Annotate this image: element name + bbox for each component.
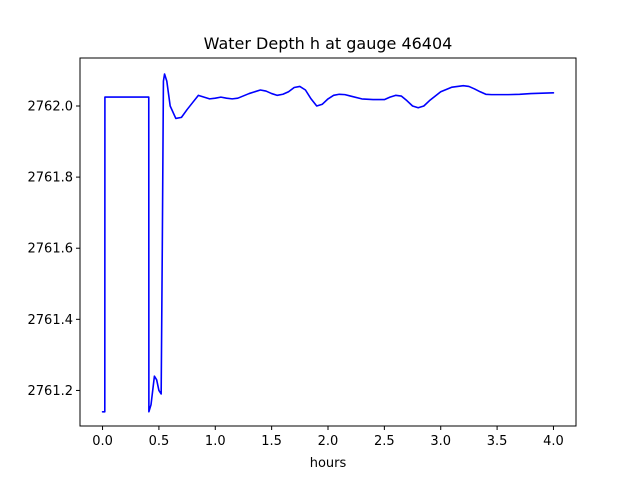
x-axis-ticks: 0.0 0.5 1.0 1.5 2.0 2.5 3.0 3.5 4.0: [92, 426, 564, 449]
x-tick-label: 4.0: [543, 434, 564, 449]
y-axis-ticks: 2761.2 2761.4 2761.6 2761.8 2762.0: [28, 100, 80, 399]
water-depth-line: [101, 73, 555, 413]
x-tick-label: 2.5: [374, 434, 395, 449]
x-tick-label: 2.0: [318, 434, 339, 449]
y-tick-label: 2761.8: [28, 171, 74, 186]
x-tick-label: 1.0: [205, 434, 226, 449]
x-tick-label: 3.0: [430, 434, 451, 449]
x-tick-label: 0.5: [149, 434, 170, 449]
y-tick-label: 2761.6: [28, 242, 74, 257]
x-tick-label: 3.5: [487, 434, 508, 449]
y-tick-label: 2761.2: [28, 384, 74, 399]
x-tick-label: 1.5: [261, 434, 282, 449]
y-tick-label: 2762.0: [28, 100, 74, 115]
x-axis-label: hours: [310, 456, 347, 471]
plot-series-group: [101, 73, 555, 413]
x-tick-label: 0.0: [92, 434, 113, 449]
y-tick-label: 2761.4: [28, 313, 74, 328]
chart-title: Water Depth h at gauge 46404: [204, 34, 453, 53]
